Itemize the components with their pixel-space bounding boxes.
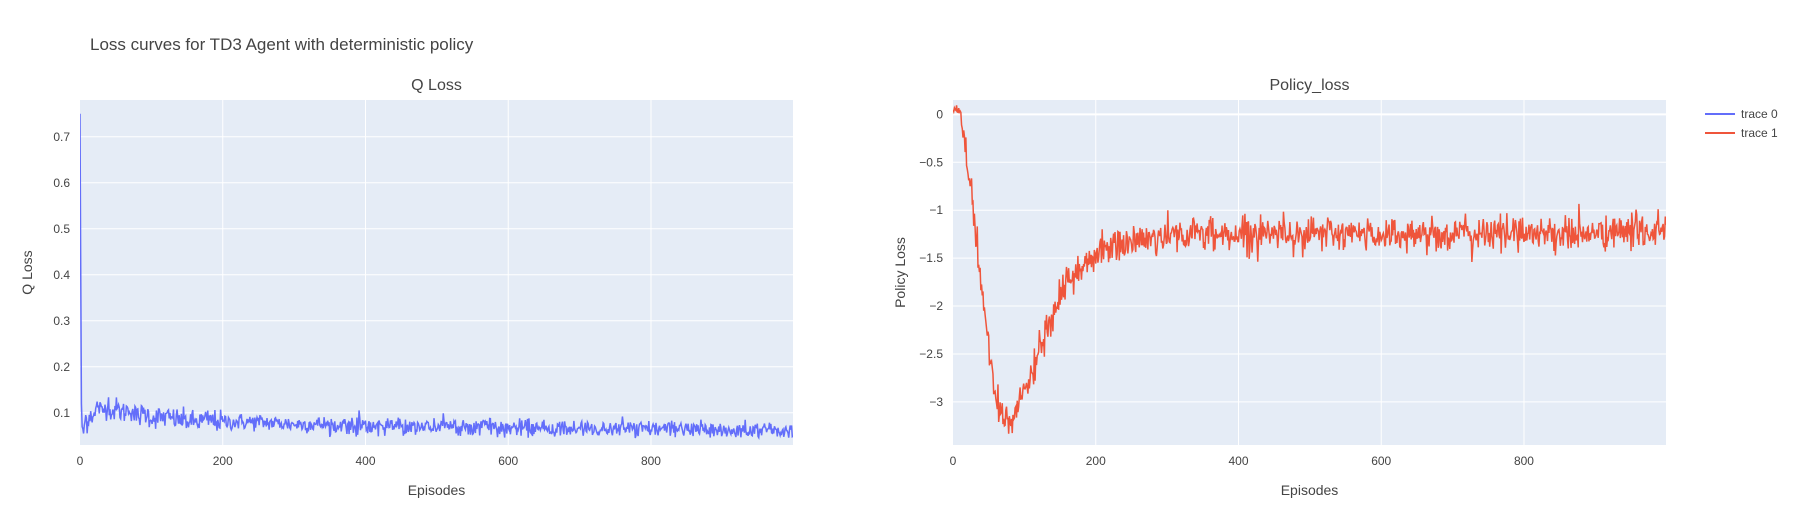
subplot-title: Policy_loss (1269, 77, 1349, 94)
y-tick-label: −0.5 (919, 155, 943, 169)
y-tick-label: 0.7 (53, 130, 70, 144)
y-tick-label: 0.5 (53, 222, 70, 236)
y-tick-label: −3 (929, 395, 943, 409)
y-tick-label: −1.5 (919, 251, 943, 265)
legend: trace 0 trace 1 (1705, 107, 1778, 140)
x-tick-label: 600 (498, 454, 518, 468)
series-line-trace-1 (953, 105, 1666, 434)
y-axis-title: Q Loss (19, 250, 35, 294)
x-tick-label: 200 (213, 454, 233, 468)
x-tick-label: 400 (1228, 454, 1248, 468)
plot-background (953, 100, 1666, 445)
y-tick-label: 0.3 (53, 314, 70, 328)
legend-label: trace 0 (1741, 107, 1778, 121)
x-tick-label: 800 (1514, 454, 1534, 468)
subplot-title: Q Loss (411, 77, 462, 94)
subplot-1: 0 200 400 600 800 0.1 0.2 0.3 0.4 0.5 0.6 0.7 Q Loss… (19, 77, 793, 498)
y-axis-title: Policy Loss (892, 237, 908, 308)
y-tick-label: 0.6 (53, 176, 70, 190)
y-tick-label: 0 (936, 107, 943, 121)
y-tick-label: 0.1 (53, 406, 70, 420)
x-tick-label: 800 (641, 454, 661, 468)
x-tick-label: 200 (1086, 454, 1106, 468)
x-tick-label: 0 (950, 454, 957, 468)
y-tick-label: 0.4 (53, 268, 70, 282)
y-tick-label: −2.5 (919, 347, 943, 361)
x-tick-label: 600 (1371, 454, 1391, 468)
y-tick-label: −2 (929, 299, 943, 313)
subplot-2: 0 200 400 600 800 0 −0.5 −1 −1.5 −2 −2.5 −3 Policy_l… (892, 77, 1666, 498)
chart-main-title: Loss curves for TD3 Agent with determini… (90, 35, 474, 54)
x-tick-label: 0 (77, 454, 84, 468)
x-tick-label: 400 (355, 454, 375, 468)
y-tick-label: 0.2 (53, 360, 70, 374)
legend-label: trace 1 (1741, 126, 1778, 140)
y-tick-label: −1 (929, 203, 943, 217)
plot-background (80, 100, 793, 445)
series-line-trace-0 (80, 113, 793, 441)
x-axis-title: Episodes (1281, 482, 1339, 498)
x-axis-title: Episodes (408, 482, 466, 498)
